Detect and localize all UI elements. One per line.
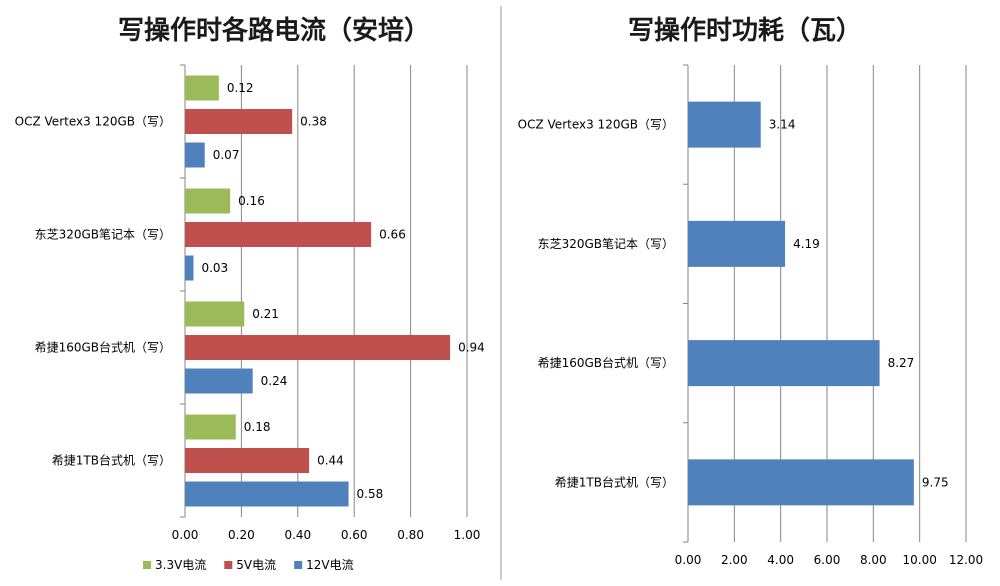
legend-entry: 12V电流 <box>306 558 353 572</box>
data-label: 0.94 <box>458 341 485 355</box>
x-tick-label: 1.00 <box>454 528 481 542</box>
data-label: 0.66 <box>379 228 406 242</box>
legend-swatch <box>224 561 233 569</box>
data-label: 0.03 <box>201 261 228 275</box>
x-tick-label: 12.00 <box>949 553 983 567</box>
data-label: 4.19 <box>793 237 820 251</box>
x-tick-label: 2.00 <box>721 553 748 567</box>
data-label: 0.38 <box>300 115 327 129</box>
data-label: 0.44 <box>317 454 344 468</box>
x-tick-label: 4.00 <box>767 553 794 567</box>
category-label: 东芝320GB笔记本（写） <box>35 227 171 242</box>
x-tick-label: 10.00 <box>902 553 936 567</box>
data-label: 0.21 <box>252 307 279 321</box>
data-label: 8.27 <box>888 356 915 370</box>
chart-title-current: 写操作时各路电流（安培） <box>118 15 430 46</box>
bar <box>688 340 880 387</box>
data-label: 0.07 <box>213 148 240 162</box>
legend-swatch <box>294 561 303 569</box>
bar <box>185 109 293 134</box>
category-label: OCZ Vertex3 120GB（写） <box>518 118 674 132</box>
data-label: 3.14 <box>769 118 796 132</box>
category-label: 希捷1TB台式机（写） <box>555 474 674 489</box>
data-label: 0.18 <box>244 420 271 434</box>
data-label: 0.24 <box>261 374 288 388</box>
bar <box>185 368 253 394</box>
bar <box>688 220 786 267</box>
bar <box>185 414 236 440</box>
data-label: 0.12 <box>227 81 254 95</box>
category-label: 希捷1TB台式机（写） <box>52 453 171 468</box>
data-label: 0.58 <box>357 487 384 501</box>
chart-title-power: 写操作时功耗（瓦） <box>628 16 862 46</box>
x-tick-label: 0.60 <box>341 528 368 542</box>
bar <box>688 101 761 148</box>
power-chart: 0.00 2.00 4.00 6.00 8.00 10.00 12.00 OCZ Vertex… <box>518 64 983 567</box>
category-label: 东芝320GB笔记本（写） <box>538 236 674 251</box>
x-tick-label: 0.80 <box>397 528 424 542</box>
bar <box>185 255 194 281</box>
x-tick-label: 6.00 <box>814 553 841 567</box>
data-label: 9.75 <box>922 475 949 489</box>
category-label: 希捷160GB台式机（写） <box>35 340 171 355</box>
bar <box>185 335 451 360</box>
bar <box>185 188 231 214</box>
x-tick-label: 8.00 <box>860 553 887 567</box>
legend-entry: 3.3V电流 <box>155 558 206 572</box>
bar <box>185 75 219 101</box>
category-label: 希捷160GB台式机（写） <box>538 355 674 370</box>
bar <box>185 301 245 327</box>
x-tick-label: 0.00 <box>172 528 199 542</box>
data-label: 0.16 <box>238 194 265 208</box>
current-chart: 0.00 0.20 0.40 0.60 0.80 1.00 OCZ Vertex3 120G… <box>15 64 485 572</box>
legend-swatch <box>143 561 151 569</box>
legend-entry: 5V电流 <box>236 558 276 572</box>
bar <box>688 459 914 506</box>
x-tick-label: 0.20 <box>228 528 255 542</box>
x-tick-label: 0.40 <box>284 528 311 542</box>
bar <box>185 481 349 507</box>
bar <box>185 448 310 473</box>
bar <box>185 142 205 168</box>
category-label: OCZ Vertex3 120GB（写） <box>15 115 171 129</box>
x-tick-label: 0.00 <box>675 553 702 567</box>
bar <box>185 222 372 247</box>
